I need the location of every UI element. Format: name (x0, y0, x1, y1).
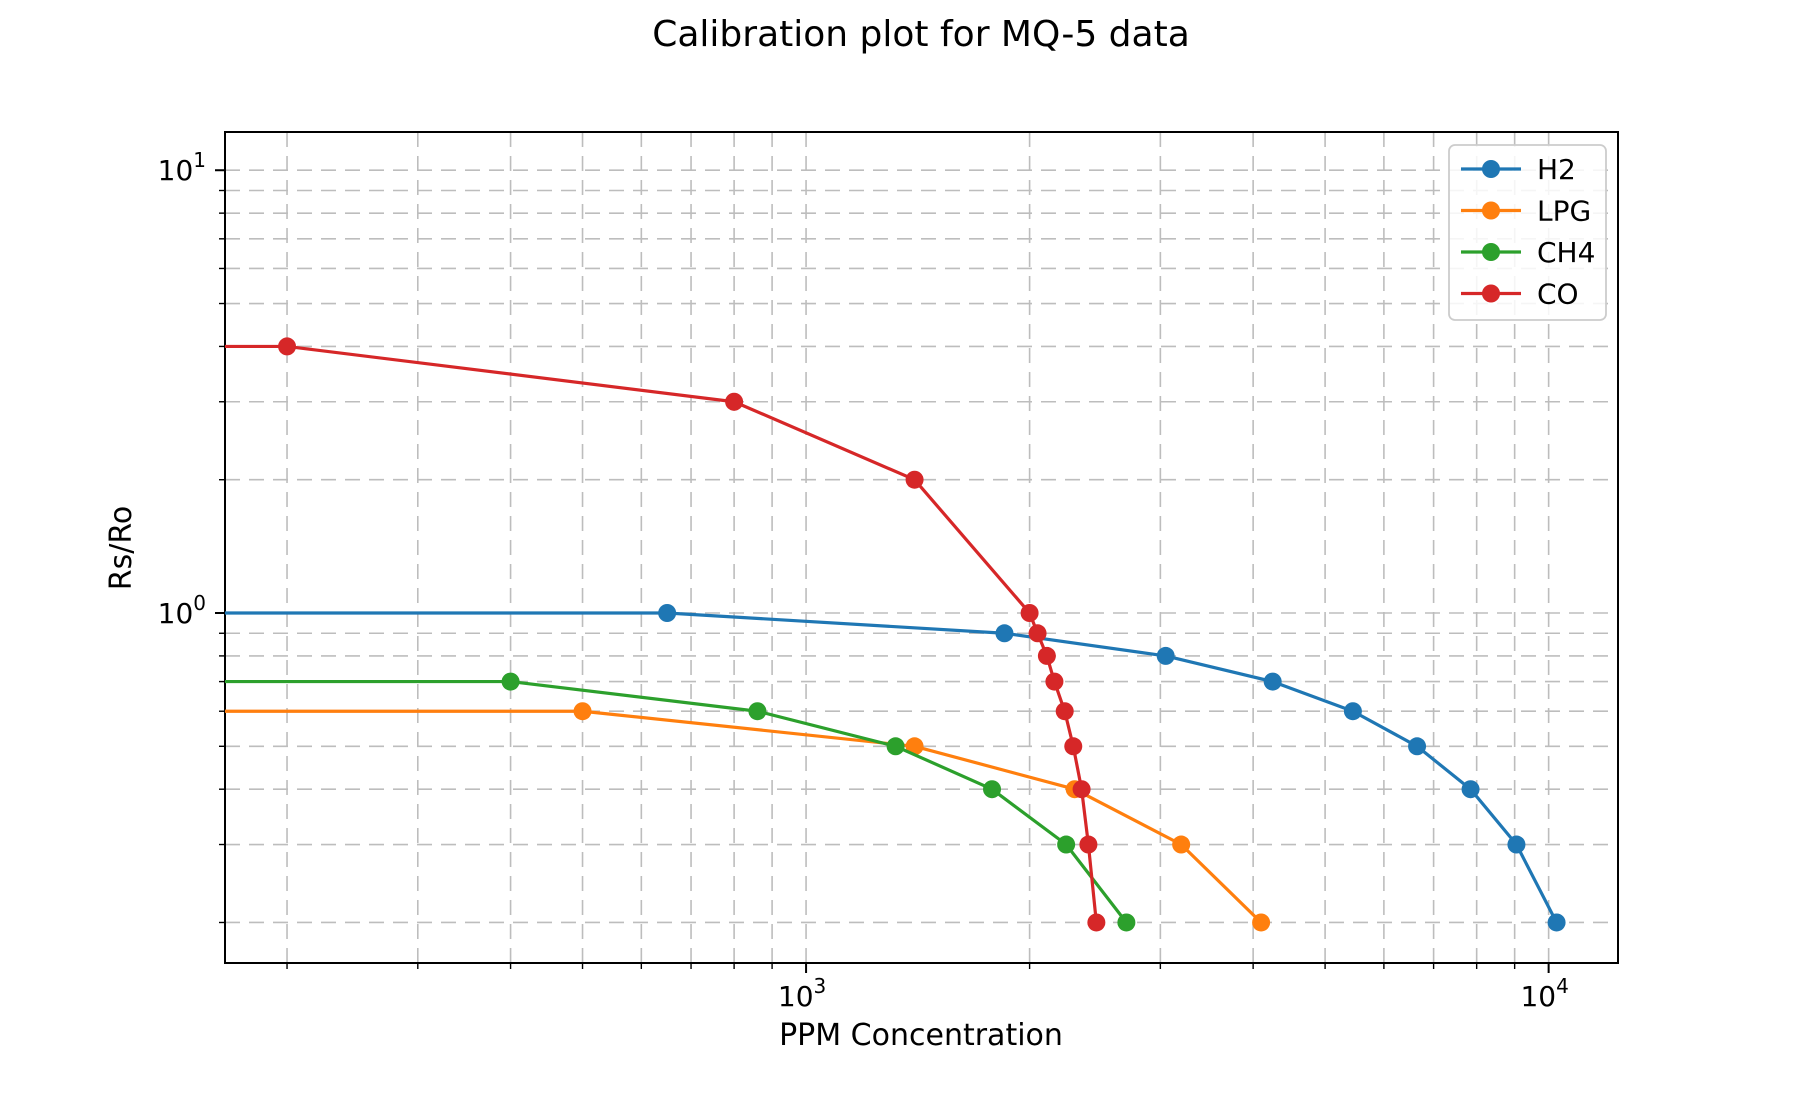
legend-item-H2: H2 (1461, 153, 1576, 186)
series-CO-marker (905, 470, 924, 489)
series-H2-marker (1408, 737, 1427, 756)
series-H2-line (225, 611, 1559, 924)
legend-marker-CO (1482, 284, 1500, 303)
series-H2-marker (1263, 672, 1282, 691)
tick-label: 100 (158, 591, 206, 630)
legend-marker-CH4 (1482, 243, 1500, 261)
series-CO-marker (1020, 604, 1039, 623)
series-CO-marker (1037, 646, 1056, 665)
plot-area-border (224, 131, 1619, 964)
series-H2-marker (1547, 913, 1566, 932)
series-CO-marker (1064, 737, 1083, 756)
legend-box (1448, 144, 1607, 321)
series-CO-marker (1087, 913, 1106, 932)
series-H2-marker (1156, 646, 1175, 665)
series-H2-marker (658, 604, 677, 623)
series-CH4-marker (501, 672, 520, 691)
series-LPG-marker (905, 737, 924, 756)
tick-label: 101 (158, 148, 206, 187)
series-H2-marker (1343, 702, 1362, 721)
chart-title: Calibration plot for MQ-5 data (652, 14, 1190, 55)
series-H2-marker (1507, 835, 1526, 854)
legend-item-CO: CO (1461, 278, 1579, 311)
series-H2-marker (995, 624, 1014, 643)
series-CO-marker (1072, 780, 1091, 799)
series-CH4-marker (748, 702, 767, 721)
axis-ticks (215, 169, 1550, 973)
legend-item-CH4: CH4 (1461, 236, 1595, 269)
legend-label-CO: CO (1537, 278, 1579, 311)
tick-label: 103 (778, 974, 826, 1013)
series-LPG-line (225, 709, 1263, 924)
legend-label-LPG: LPG (1537, 195, 1591, 228)
tick-label: 104 (1520, 974, 1568, 1013)
plot-series (225, 337, 1566, 932)
tick-labels: 103 104 100 101 (158, 148, 1569, 1013)
series-CO-marker (1079, 835, 1098, 854)
legend-marker-LPG (1482, 201, 1500, 220)
grid-lines (225, 132, 1618, 963)
legend-label-CH4: CH4 (1537, 236, 1595, 269)
series-CO-marker (278, 337, 297, 356)
series-CH4-marker (1117, 913, 1136, 932)
legend-label-H2: H2 (1537, 153, 1576, 186)
legend-item-LPG: LPG (1461, 195, 1591, 228)
series-CH4-marker (1057, 835, 1076, 854)
legend: H2 LPG CH4 CO (1448, 144, 1607, 321)
series-CO-marker (1055, 702, 1074, 721)
y-axis-label: Rs/Ro (104, 506, 139, 590)
series-CO-marker (1028, 624, 1047, 643)
series-CO-marker (1045, 672, 1064, 691)
series-LPG-marker (1252, 913, 1271, 932)
series-CH4-marker (983, 780, 1002, 799)
series-CH4-line (225, 679, 1128, 924)
x-axis-label: PPM Concentration (779, 1018, 1063, 1053)
series-LPG-marker (573, 702, 592, 721)
legend-marker-H2 (1482, 160, 1500, 178)
series-H2-marker (1461, 780, 1480, 799)
series-CH4-marker (886, 737, 905, 756)
series-CO-marker (725, 392, 744, 411)
series-CO-line (225, 344, 1098, 923)
series-LPG-marker (1172, 835, 1191, 854)
